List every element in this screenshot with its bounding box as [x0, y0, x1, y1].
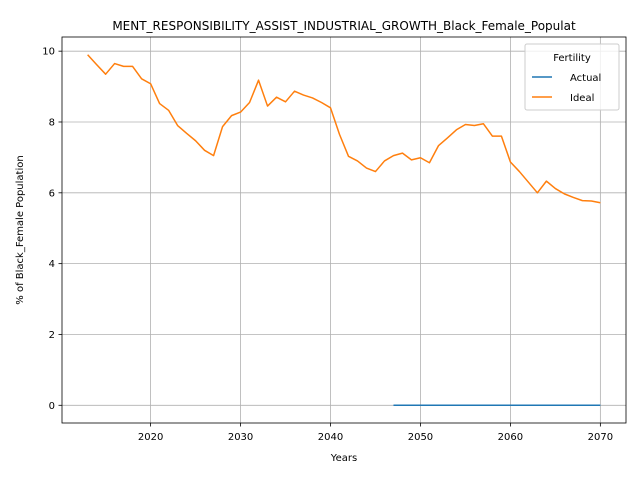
- legend-title: Fertility: [553, 53, 591, 64]
- y-tick-label: 4: [49, 259, 55, 270]
- x-tick-label: 2060: [498, 432, 523, 443]
- chart-title: MENT_RESPONSIBILITY_ASSIST_INDUSTRIAL_GR…: [112, 19, 576, 33]
- y-tick-label: 2: [49, 330, 55, 341]
- x-tick-label: 2030: [228, 432, 253, 443]
- plot-frame: [61, 36, 627, 424]
- x-tick-label: 2020: [138, 432, 163, 443]
- x-axis-label: Years: [330, 453, 357, 464]
- legend-entries: Actual Ideal: [532, 73, 601, 104]
- x-tick-label: 2050: [408, 432, 433, 443]
- axis-ticks: 2020 2030 2040 2050 2060 2070 0 2 4 6 8 10: [42, 47, 613, 443]
- x-tick-label: 2040: [318, 432, 343, 443]
- series-line-ideal: [87, 54, 601, 204]
- x-tick-label: 2070: [588, 432, 613, 443]
- y-tick-label: 10: [42, 47, 55, 58]
- legend-box: [524, 43, 620, 111]
- y-tick-label: 8: [49, 117, 55, 128]
- y-tick-label: 6: [49, 188, 55, 199]
- legend-label-actual: Actual: [570, 73, 601, 84]
- y-axis-label: % of Black_Female Population: [15, 155, 26, 304]
- legend-label-ideal: Ideal: [570, 93, 594, 104]
- series-lines: [87, 54, 601, 407]
- y-tick-label: 0: [49, 401, 55, 412]
- legend: Fertility Actual Ideal: [524, 43, 620, 111]
